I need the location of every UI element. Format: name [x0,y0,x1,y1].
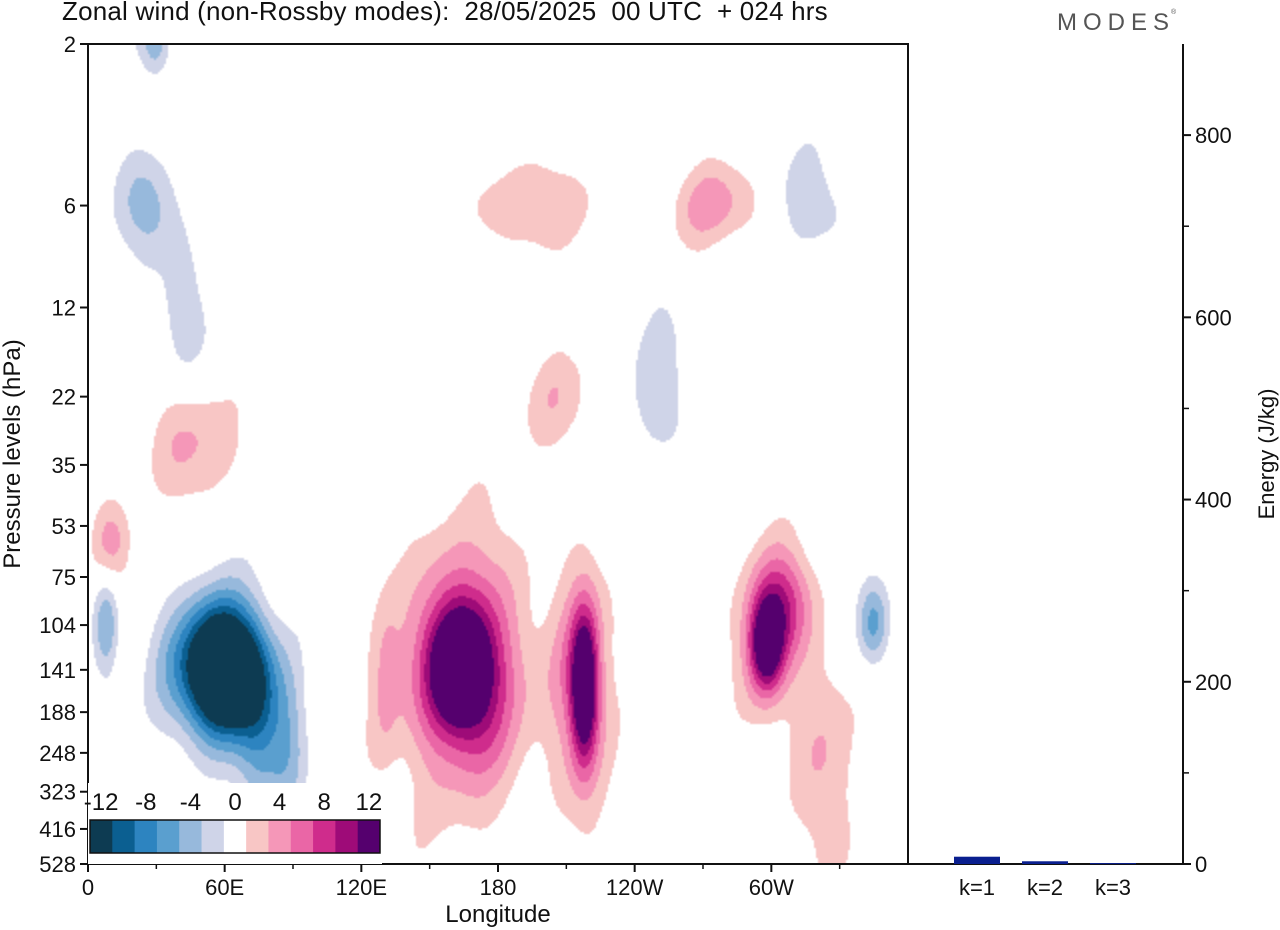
energy-bar [1090,863,1136,865]
colorbar-swatch [156,820,180,853]
colorbar-swatch [335,820,359,853]
x-tick-label: 120W [606,875,664,900]
energy-tick-label: 800 [1195,123,1232,148]
pressure-axis: 2 6 12 22 35 53 75 104 141 188 248 323 416 528 [39,32,88,877]
energy-tick-label: 400 [1195,488,1232,513]
colorbar-label: 4 [273,789,286,816]
longitude-axis: 0 60E 120E 180 120W 60W [82,864,841,900]
x-tick-label: 180 [480,875,517,900]
brand-text: MODES [1057,9,1176,36]
energy-bar [1022,861,1068,864]
colorbar-swatch [201,820,225,853]
energy-tick-label: 0 [1195,852,1207,877]
y-tick-label: 35 [52,453,76,478]
energy-category-label: k=2 [1027,875,1063,900]
y-tick-label: 104 [39,613,76,638]
y-tick-label: 6 [64,194,76,219]
colorbar-swatch [246,820,269,853]
colorbar-label: 8 [318,789,331,816]
x-tick-label: 60E [205,875,244,900]
colorbar-swatch [134,820,158,853]
y-tick-label: 248 [39,741,76,766]
colorbar-swatch [357,820,381,853]
y-tick-label: 141 [39,658,76,683]
modes-logo: MODES® [1057,9,1177,36]
x-tick-label: 120E [336,875,387,900]
y-tick-label: 528 [39,852,76,877]
y-axis-label: Pressure levels (hPa) [0,339,26,568]
colorbar-label: 0 [228,789,241,816]
colorbar-label: -4 [180,789,201,816]
colorbar-swatch [290,820,314,853]
energy-category-label: k=3 [1095,875,1131,900]
colorbar-swatch [112,820,136,853]
energy-axis-ticks: 0 200 400 600 800 [1183,123,1232,877]
energy-tick-label: 200 [1195,670,1232,695]
colorbar-swatch [90,820,113,853]
wind-field [88,44,908,864]
energy-axis-label: Energy (J/kg) [1254,389,1279,520]
x-tick-label: 60W [749,875,794,900]
colorbar-frame [89,819,381,854]
y-tick-label: 53 [52,514,76,539]
y-tick-label: 12 [52,295,76,320]
colorbar-swatch [313,820,336,853]
energy-bar [954,856,1000,864]
energy-tick-label: 600 [1195,305,1232,330]
colorbar-label: -8 [135,789,156,816]
y-tick-label: 188 [39,700,76,725]
energy-category-label: k=1 [959,875,995,900]
y-tick-label: 22 [52,385,76,410]
colorbar-swatch [179,820,203,853]
y-tick-label: 2 [64,32,76,57]
colorbar-swatch [268,820,292,853]
colorbar-label: 12 [355,789,382,816]
colorbar-label: -12 [84,789,119,816]
energy-bars: k=1 k=2 k=3 [954,856,1136,900]
colorbar-swatch [223,820,247,853]
x-tick-label: 0 [82,875,94,900]
figure-title: Zonal wind (non-Rossby modes): 28/05/202… [62,0,828,26]
x-axis-label: Longitude [445,901,550,928]
y-tick-label: 323 [39,780,76,805]
colorbar: -12 -8 -4 0 4 8 12 [84,783,382,864]
y-tick-label: 416 [39,817,76,842]
y-tick-label: 75 [52,565,76,590]
